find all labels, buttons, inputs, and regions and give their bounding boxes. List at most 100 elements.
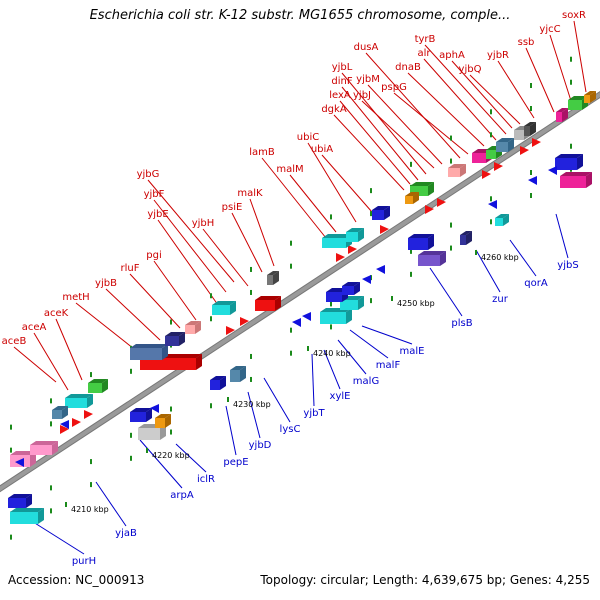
reverse-gene-arrow[interactable] bbox=[15, 458, 24, 467]
gene-label-yjbB[interactable]: yjbB bbox=[95, 278, 117, 289]
forward-gene-arrow[interactable] bbox=[60, 425, 69, 434]
gene-label-iclR[interactable]: iclR bbox=[197, 474, 215, 485]
gene-label-ssb[interactable]: ssb bbox=[518, 37, 535, 48]
gene-feature-qorA[interactable] bbox=[495, 214, 509, 226]
forward-gene-arrow[interactable] bbox=[532, 138, 541, 147]
gene-label-malK[interactable]: malK bbox=[237, 188, 263, 199]
gene-feature-yjbL[interactable] bbox=[405, 192, 419, 204]
gene-label-yjbE[interactable]: yjbE bbox=[147, 209, 168, 220]
gene-feature-yjaB2[interactable] bbox=[8, 494, 32, 508]
forward-gene-arrow[interactable] bbox=[226, 326, 235, 335]
gene-label-qorA[interactable]: qorA bbox=[524, 278, 548, 289]
gene-label-lexA[interactable]: lexA bbox=[329, 90, 351, 101]
reverse-gene-arrow[interactable] bbox=[292, 318, 301, 327]
gene-label-aceK[interactable]: aceK bbox=[44, 308, 69, 319]
gene-label-yjaB[interactable]: yjaB bbox=[115, 528, 137, 539]
gene-feature-iclR-b[interactable] bbox=[155, 414, 171, 428]
forward-gene-arrow[interactable] bbox=[520, 146, 529, 155]
gene-feature-zur[interactable] bbox=[460, 231, 472, 245]
gene-label-yjcC[interactable]: yjcC bbox=[539, 24, 560, 35]
gene-label-plsB[interactable]: plsB bbox=[451, 318, 472, 329]
gene-feature-pepE[interactable] bbox=[210, 376, 226, 390]
gene-label-yjbS[interactable]: yjbS bbox=[557, 260, 578, 271]
gene-label-yjbD[interactable]: yjbD bbox=[249, 440, 272, 451]
forward-gene-arrow[interactable] bbox=[336, 253, 345, 262]
gene-label-tyrB[interactable]: tyrB bbox=[415, 34, 436, 45]
gene-label-zur[interactable]: zur bbox=[492, 294, 509, 305]
gene-label-psiE[interactable]: psiE bbox=[222, 202, 243, 213]
gene-label-dnaB[interactable]: dnaB bbox=[395, 62, 421, 73]
gene-label-yjbF[interactable]: yjbF bbox=[144, 189, 165, 200]
gene-label-yjbT[interactable]: yjbT bbox=[303, 408, 325, 419]
gene-label-aceB[interactable]: aceB bbox=[2, 336, 27, 347]
reverse-gene-arrow[interactable] bbox=[548, 166, 557, 175]
forward-gene-arrow[interactable] bbox=[425, 205, 434, 214]
gene-feature-dusA[interactable] bbox=[448, 164, 466, 177]
gene-label-yjbR[interactable]: yjbR bbox=[487, 50, 509, 61]
gene-label-yjbG[interactable]: yjbG bbox=[137, 169, 160, 180]
forward-gene-arrow[interactable] bbox=[437, 198, 446, 207]
gene-label-dusA[interactable]: dusA bbox=[354, 42, 379, 53]
gene-feature-malE[interactable] bbox=[320, 308, 352, 324]
gene-feature-rluF[interactable] bbox=[165, 332, 185, 346]
gene-feature-arpA[interactable] bbox=[30, 441, 58, 455]
gene-feature-malK[interactable] bbox=[255, 296, 281, 311]
gene-label-malE[interactable]: malE bbox=[400, 346, 425, 357]
gene-feature-xylE[interactable] bbox=[342, 282, 360, 295]
gene-label-soxR[interactable]: soxR bbox=[562, 10, 586, 21]
gene-feature-malM[interactable] bbox=[346, 228, 364, 242]
gene-feature-yjbG[interactable] bbox=[212, 301, 236, 315]
gene-label-malM[interactable]: malM bbox=[276, 164, 303, 175]
gene-label-arpA[interactable]: arpA bbox=[170, 490, 194, 501]
gene-feature-aceA[interactable] bbox=[65, 394, 93, 408]
gene-feature-ssb[interactable] bbox=[556, 108, 568, 122]
reverse-gene-arrow[interactable] bbox=[362, 275, 371, 284]
gene-feature-plsB[interactable] bbox=[408, 234, 434, 250]
gene-feature-aphA[interactable] bbox=[496, 138, 514, 152]
gene-label-malF[interactable]: malF bbox=[376, 360, 401, 371]
gene-feature-dinF[interactable] bbox=[410, 182, 434, 196]
reverse-gene-arrow[interactable] bbox=[488, 200, 497, 209]
forward-gene-arrow[interactable] bbox=[494, 162, 503, 171]
forward-gene-arrow[interactable] bbox=[482, 170, 491, 179]
reverse-gene-arrow[interactable] bbox=[376, 265, 385, 274]
gene-label-yjbQ[interactable]: yjbQ bbox=[459, 64, 482, 75]
gene-feature-ubiA[interactable] bbox=[372, 206, 390, 220]
gene-feature-psiE[interactable] bbox=[267, 271, 279, 285]
gene-feature-aceK[interactable] bbox=[88, 379, 108, 393]
gene-feature-aceB[interactable] bbox=[52, 406, 68, 419]
gene-label-dgkA[interactable]: dgkA bbox=[321, 104, 346, 115]
gene-label-yjbM[interactable]: yjbM bbox=[356, 74, 380, 85]
forward-gene-arrow[interactable] bbox=[84, 410, 93, 419]
gene-label-dinF[interactable]: dinF bbox=[331, 76, 352, 87]
gene-label-lamB[interactable]: lamB bbox=[249, 147, 275, 158]
reverse-gene-arrow[interactable] bbox=[302, 312, 311, 321]
reverse-gene-arrow[interactable] bbox=[150, 404, 159, 413]
reverse-gene-arrow[interactable] bbox=[60, 420, 69, 429]
gene-feature-yjbS[interactable] bbox=[555, 154, 583, 170]
gene-feature-arpA-b[interactable] bbox=[130, 408, 152, 422]
reverse-gene-arrow[interactable] bbox=[528, 176, 537, 185]
gene-feature-pgi[interactable] bbox=[185, 321, 201, 334]
gene-feature-yjbS-b[interactable] bbox=[560, 172, 592, 188]
forward-gene-arrow[interactable] bbox=[348, 245, 357, 254]
gene-label-aceA[interactable]: aceA bbox=[22, 322, 47, 333]
gene-label-lysC[interactable]: lysC bbox=[280, 424, 301, 435]
gene-label-alr[interactable]: alr bbox=[417, 48, 431, 59]
gene-label-yjbH[interactable]: yjbH bbox=[192, 218, 215, 229]
gene-feature-purH[interactable] bbox=[10, 508, 44, 524]
gene-feature-yjbB[interactable] bbox=[130, 344, 168, 360]
gene-label-ubiC[interactable]: ubiC bbox=[297, 132, 319, 143]
gene-feature-yjbR[interactable] bbox=[524, 122, 536, 136]
gene-label-aphA[interactable]: aphA bbox=[439, 50, 465, 61]
gene-feature-soxR[interactable] bbox=[584, 91, 596, 103]
gene-label-pepE[interactable]: pepE bbox=[223, 457, 248, 468]
forward-gene-arrow[interactable] bbox=[240, 317, 249, 326]
gene-label-pgi[interactable]: pgi bbox=[146, 250, 161, 261]
gene-label-ubiA[interactable]: ubiA bbox=[311, 144, 333, 155]
gene-label-metH[interactable]: metH bbox=[62, 292, 89, 303]
gene-label-xylE[interactable]: xylE bbox=[330, 391, 351, 402]
gene-feature-plsB-b[interactable] bbox=[418, 251, 446, 266]
gene-label-yjbL[interactable]: yjbL bbox=[332, 62, 353, 73]
gene-label-pspG[interactable]: pspG bbox=[381, 82, 407, 93]
